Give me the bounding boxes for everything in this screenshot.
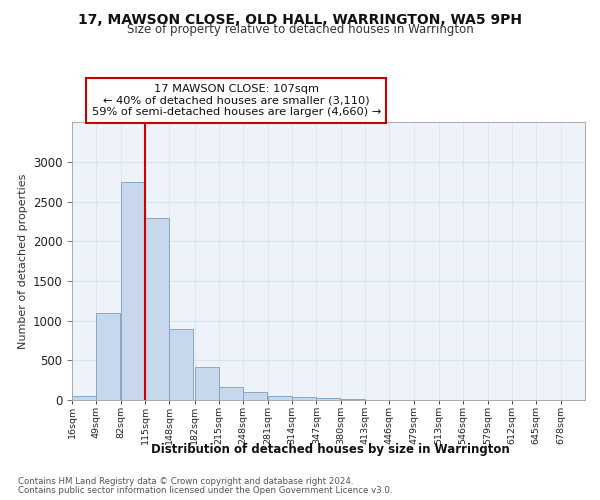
Text: Contains public sector information licensed under the Open Government Licence v3: Contains public sector information licen…: [18, 486, 392, 495]
Bar: [121, 182, 145, 400]
Text: Size of property relative to detached houses in Warrington: Size of property relative to detached ho…: [127, 22, 473, 36]
Bar: [268, 396, 292, 400]
Bar: [169, 328, 193, 400]
Text: Contains HM Land Registry data © Crown copyright and database right 2024.: Contains HM Land Registry data © Crown c…: [18, 478, 353, 486]
Bar: [72, 396, 96, 400]
Bar: [341, 398, 365, 400]
Bar: [97, 313, 121, 400]
Bar: [219, 388, 243, 400]
Bar: [145, 218, 169, 400]
Text: 17 MAWSON CLOSE: 107sqm
← 40% of detached houses are smaller (3,110)
59% of semi: 17 MAWSON CLOSE: 107sqm ← 40% of detache…: [92, 84, 381, 117]
Bar: [194, 366, 218, 400]
Text: Distribution of detached houses by size in Warrington: Distribution of detached houses by size …: [151, 442, 509, 456]
Bar: [243, 392, 267, 400]
Bar: [316, 398, 340, 400]
Y-axis label: Number of detached properties: Number of detached properties: [19, 174, 28, 349]
Bar: [292, 397, 316, 400]
Text: 17, MAWSON CLOSE, OLD HALL, WARRINGTON, WA5 9PH: 17, MAWSON CLOSE, OLD HALL, WARRINGTON, …: [78, 12, 522, 26]
